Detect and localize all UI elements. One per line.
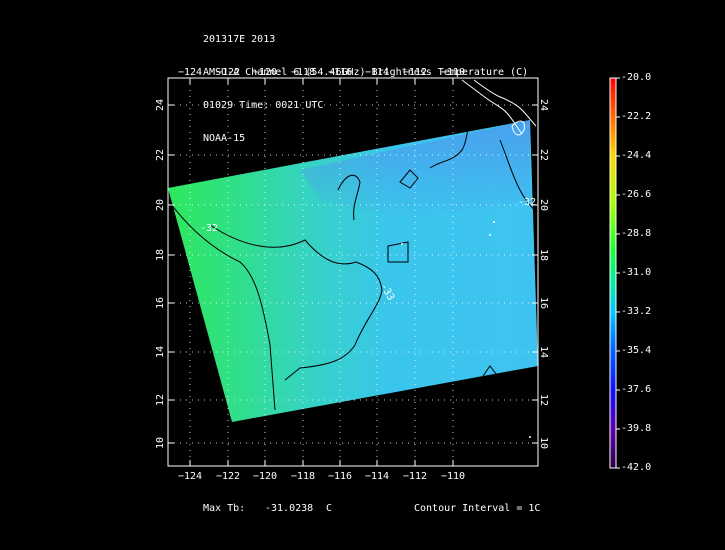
contour-line-north xyxy=(337,169,419,221)
coastline xyxy=(461,79,537,136)
contour-line-east xyxy=(499,139,537,213)
lon-tick-bottom: −118 xyxy=(291,471,315,482)
colorbar-label: -26.6 xyxy=(621,189,652,200)
lat-tick-left: 12 xyxy=(155,394,166,406)
lon-tick-bottom: −112 xyxy=(403,471,427,482)
lat-tick-right: 18 xyxy=(538,249,549,261)
header-date: 201317E 2013 xyxy=(203,34,276,45)
colorbar-label: -39.8 xyxy=(621,423,652,434)
colorbar-label: -35.4 xyxy=(621,345,652,356)
header-satellite: NOAA-15 xyxy=(203,133,246,144)
colorbar-label: -24.4 xyxy=(621,150,652,161)
colorbar-label: -20.0 xyxy=(621,72,652,83)
lon-tick-top: −116 xyxy=(328,67,352,78)
lat-tick-left: 18 xyxy=(155,249,166,261)
lon-tick-top: −118 xyxy=(291,67,315,78)
contour-label: -32 xyxy=(200,223,218,234)
lon-tick-bottom: −122 xyxy=(216,471,240,482)
map-header: 201317E 2013 AMSU-A Channel 6 (54.46GHz)… xyxy=(203,12,528,155)
contour-line-se xyxy=(482,365,497,377)
island-mark xyxy=(493,221,495,223)
colorbar-label: -31.0 xyxy=(621,267,652,278)
lat-tick-right: 14 xyxy=(538,346,549,358)
island-marks xyxy=(401,221,531,438)
lat-tick-left: 20 xyxy=(155,199,166,211)
contour-line-west xyxy=(168,199,276,411)
lon-tick-top: −124 xyxy=(178,67,202,78)
lon-tick-bottom: −124 xyxy=(178,471,202,482)
swath-cold-region xyxy=(300,120,530,220)
lon-tick-top: −110 xyxy=(441,67,465,78)
max-tb-unit: C xyxy=(326,503,333,514)
lat-tick-right: 22 xyxy=(538,149,549,161)
contour-line-ne xyxy=(429,123,471,169)
lat-tick-left: 24 xyxy=(155,99,166,111)
axis-ticks: −124 −124 −122 −122 −120 −120 −118 −118 −116 −116… xyxy=(155,67,549,482)
colorbar-label: -33.2 xyxy=(621,306,652,317)
contour-label: -32 xyxy=(518,197,536,208)
lon-tick-top: −122 xyxy=(216,67,240,78)
colorbar-label: -28.8 xyxy=(621,228,652,239)
lon-tick-top: −112 xyxy=(403,67,427,78)
island-mark xyxy=(489,234,491,236)
contour-lines xyxy=(168,123,537,411)
header-product: AMSU-A Channel 6 (54.46GHz) Brightness T… xyxy=(203,67,529,78)
lon-tick-bottom: −110 xyxy=(441,471,465,482)
lat-tick-left: 16 xyxy=(155,297,166,309)
coastline-gulf xyxy=(511,120,525,136)
island-mark xyxy=(401,243,403,245)
max-tb-value: -31.0238 xyxy=(265,503,314,514)
contour-line-central xyxy=(209,224,383,381)
lat-tick-right: 12 xyxy=(538,394,549,406)
contour-interval: Contour Interval = 1C xyxy=(414,503,541,514)
data-swath xyxy=(168,120,538,422)
lat-tick-right: 16 xyxy=(538,297,549,309)
lon-tick-top: −120 xyxy=(253,67,277,78)
lat-tick-left: 22 xyxy=(155,149,166,161)
colorbar-label: -37.6 xyxy=(621,384,652,395)
lat-tick-right: 20 xyxy=(538,199,549,211)
island-mark xyxy=(529,436,531,438)
lon-tick-bottom: −120 xyxy=(253,471,277,482)
plot-frame xyxy=(167,77,539,467)
colorbar-label: -22.2 xyxy=(621,111,652,122)
lon-tick-bottom: −116 xyxy=(328,471,352,482)
lon-tick-bottom: −114 xyxy=(365,471,389,482)
colorbar-ticks xyxy=(616,77,620,469)
lat-tick-left: 10 xyxy=(155,437,166,449)
colorbar xyxy=(609,77,617,469)
colorbar-label: -42.0 xyxy=(621,462,652,473)
max-tb-label: Max Tb: xyxy=(203,503,246,514)
lat-tick-right: 10 xyxy=(538,437,549,449)
lon-tick-top: −114 xyxy=(365,67,389,78)
lat-tick-right: 24 xyxy=(538,99,549,111)
coastline-baja xyxy=(461,79,537,135)
header-time: 01029 Time: 0021 UTC xyxy=(203,100,324,111)
lat-tick-left: 14 xyxy=(155,346,166,358)
